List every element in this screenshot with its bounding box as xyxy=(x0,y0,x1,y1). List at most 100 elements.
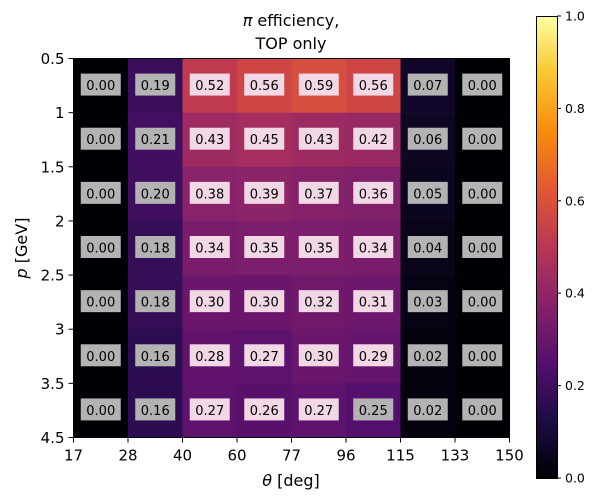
colorbar-gradient xyxy=(536,16,557,478)
cell-value-label: 0.35 xyxy=(250,242,279,257)
colorbar-tick-label: 1.0 xyxy=(565,9,585,24)
cell-value-label: 0.36 xyxy=(359,187,388,202)
cell-value-label: 0.00 xyxy=(86,187,115,202)
title-line-2: TOP only xyxy=(255,34,327,53)
cell-value-label: 0.21 xyxy=(141,133,170,148)
cell-label-box xyxy=(135,73,176,96)
cell-label-box xyxy=(298,236,339,258)
cell-value-label: 0.34 xyxy=(359,242,388,257)
y-tick-label: 3.5 xyxy=(41,375,65,393)
cell-label-box xyxy=(189,290,230,313)
cell-value-label: 0.20 xyxy=(141,187,170,202)
cell-value-label: 0.30 xyxy=(195,296,224,311)
y-axis-label: p [GeV] xyxy=(12,218,31,280)
cell-label-box xyxy=(244,236,285,258)
cell-label-box xyxy=(462,290,503,313)
cell-value-label: 0.52 xyxy=(195,79,224,94)
x-tick-label: 60 xyxy=(227,447,246,465)
cell-value-label: 0.00 xyxy=(468,79,497,94)
cell-label-box xyxy=(298,398,339,421)
cell-value-label: 0.25 xyxy=(359,404,388,419)
cell-label-box xyxy=(353,398,394,421)
x-tick-label: 115 xyxy=(386,447,415,465)
cell-label-box xyxy=(298,73,339,96)
cell-label-box xyxy=(298,127,339,150)
cell-value-label: 0.38 xyxy=(195,187,224,202)
cell-label-box xyxy=(135,344,176,367)
colorbar-frame xyxy=(536,16,558,479)
cell-value-label: 0.39 xyxy=(250,187,279,202)
cell-label-box xyxy=(298,290,339,313)
cell-value-label: 0.00 xyxy=(86,296,115,311)
x-axis: 17 28 40 60 77 96 115 133 150 xyxy=(64,437,524,465)
heatmap-cell-labels: 0.00 0.19 0.52 0.56 0.59 0.56 0.07 0.00 0.00 0.21… xyxy=(80,73,503,421)
cell-label-box xyxy=(189,73,230,96)
cell-value-label: 0.03 xyxy=(413,296,442,311)
cell-label-box xyxy=(353,73,394,96)
y-tick-label: 0.5 xyxy=(41,50,65,68)
cell-value-label: 0.05 xyxy=(413,187,442,202)
cell-value-label: 0.19 xyxy=(141,79,170,94)
cell-label-box xyxy=(244,181,285,204)
colorbar-ticks: 0.0 0.2 0.4 0.6 0.8 1.0 xyxy=(557,9,585,486)
cell-value-label: 0.30 xyxy=(304,350,333,365)
cell-value-label: 0.42 xyxy=(359,133,388,148)
cell-value-label: 0.37 xyxy=(304,187,333,202)
colorbar: 0.0 0.2 0.4 0.6 0.8 1.0 xyxy=(536,9,585,486)
cell-value-label: 0.00 xyxy=(86,133,115,148)
colorbar-tick-label: 0.0 xyxy=(565,471,585,486)
cell-label-box xyxy=(135,398,176,421)
cell-value-label: 0.00 xyxy=(468,404,497,419)
cell-label-box xyxy=(189,344,230,367)
colorbar-tick-label: 0.2 xyxy=(565,378,585,393)
cell-label-box xyxy=(189,181,230,204)
cell-label-box xyxy=(353,344,394,367)
cell-value-label: 0.27 xyxy=(195,404,224,419)
cell-value-label: 0.00 xyxy=(86,350,115,365)
cell-value-label: 0.27 xyxy=(304,404,333,419)
cell-label-box xyxy=(244,73,285,96)
cell-value-label: 0.00 xyxy=(86,242,115,257)
cell-label-box xyxy=(244,290,285,313)
cell-label-box xyxy=(244,398,285,421)
cell-value-label: 0.00 xyxy=(86,404,115,419)
cell-label-box xyxy=(407,290,448,313)
x-tick-label: 17 xyxy=(64,447,83,465)
cell-label-box xyxy=(80,236,121,258)
x-tick-label: 133 xyxy=(441,447,470,465)
cell-label-box xyxy=(462,127,503,150)
cell-value-label: 0.59 xyxy=(304,79,333,94)
x-tick-label: 150 xyxy=(495,447,524,465)
cell-label-box xyxy=(80,127,121,150)
cell-value-label: 0.32 xyxy=(304,296,333,311)
cell-value-label: 0.02 xyxy=(413,350,442,365)
cell-label-box xyxy=(407,398,448,421)
cell-label-box xyxy=(80,344,121,367)
x-tick-label: 96 xyxy=(336,447,355,465)
cell-value-label: 0.16 xyxy=(141,404,170,419)
y-tick-label: 3 xyxy=(55,321,65,339)
cell-value-label: 0.00 xyxy=(468,296,497,311)
cell-label-box xyxy=(135,181,176,204)
y-tick-label: 4.5 xyxy=(41,429,65,447)
cell-value-label: 0.18 xyxy=(141,242,170,257)
cell-label-box xyxy=(407,344,448,367)
cell-value-label: 0.45 xyxy=(250,133,279,148)
cell-value-label: 0.00 xyxy=(468,242,497,257)
cell-label-box xyxy=(189,236,230,258)
chart-title: π efficiency, TOP only xyxy=(243,11,340,53)
cell-label-box xyxy=(135,236,176,258)
cell-label-box xyxy=(298,181,339,204)
cell-label-box xyxy=(407,236,448,258)
cell-value-label: 0.28 xyxy=(195,350,224,365)
cell-label-box xyxy=(80,290,121,313)
cell-label-box xyxy=(80,398,121,421)
cell-label-box xyxy=(407,73,448,96)
cell-value-label: 0.27 xyxy=(250,350,279,365)
cell-label-box xyxy=(80,73,121,96)
colorbar-tick-label: 0.8 xyxy=(565,101,585,116)
x-tick-label: 28 xyxy=(118,447,137,465)
cell-label-box xyxy=(462,73,503,96)
cell-label-box xyxy=(353,127,394,150)
